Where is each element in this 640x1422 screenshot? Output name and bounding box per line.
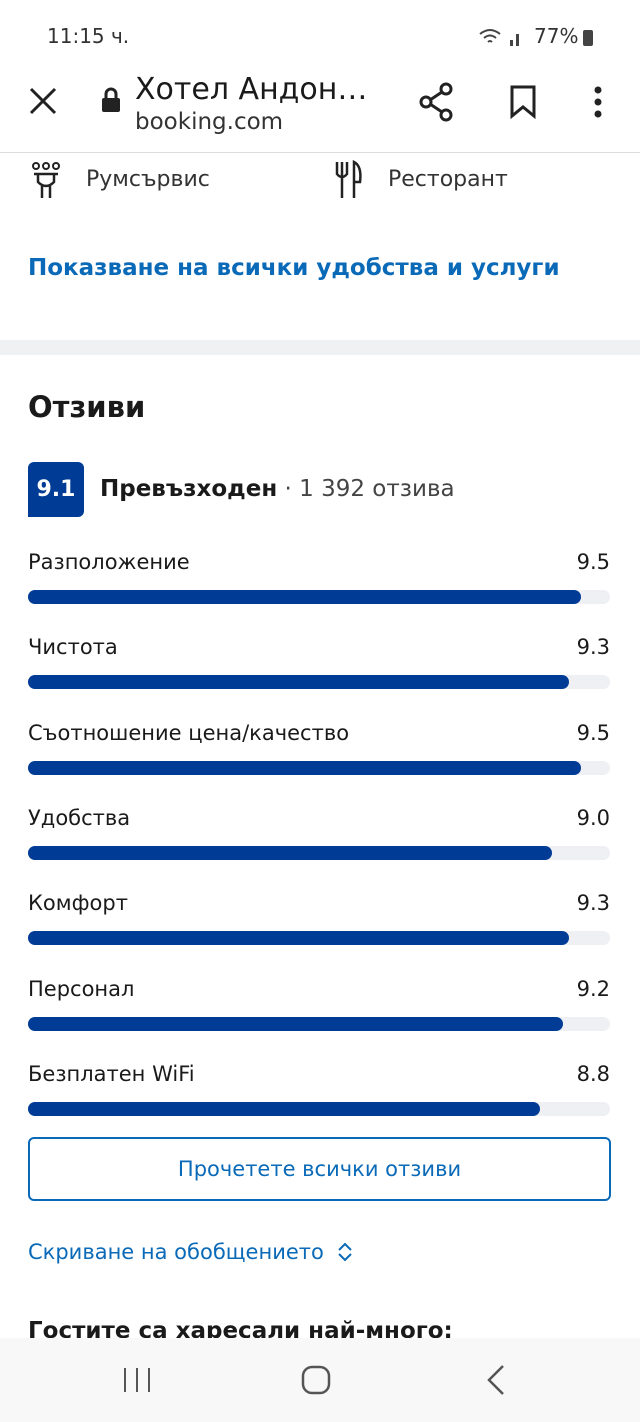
lock-icon (102, 87, 120, 112)
category-name: Удобства (28, 805, 131, 830)
home-button[interactable] (300, 1364, 332, 1396)
review-count: 1 392 отзива (299, 476, 455, 502)
score-bar (28, 675, 570, 690)
amenity: Румсървис (86, 167, 210, 192)
category-score: 9.5 (576, 720, 610, 745)
nav-bar (0, 1338, 640, 1422)
category-score: 9.3 (576, 635, 610, 660)
battery-icon (583, 30, 593, 46)
category-name: Съотношение цена/качество (28, 720, 350, 745)
room-service-icon (32, 162, 60, 198)
hide-summary-link[interactable]: Скриване на обобщението (28, 1240, 364, 1264)
category-name: Персонал (28, 976, 135, 1001)
category-name: Разположение (28, 550, 190, 574)
score-bar (28, 590, 581, 604)
battery: 77% (534, 24, 579, 48)
category-name: Чистота (28, 635, 118, 660)
menu-button[interactable] (590, 86, 606, 118)
amenity: Ресторант (388, 167, 508, 192)
back-button[interactable] (484, 1364, 508, 1396)
toggle-icon (338, 1242, 352, 1262)
signal-icons (479, 29, 519, 46)
category-name: Комфорт (28, 891, 128, 916)
score-track (28, 1016, 610, 1031)
close-button[interactable] (28, 86, 58, 116)
restaurant-icon (335, 160, 362, 198)
recent-apps-button[interactable] (122, 1366, 152, 1394)
share-button[interactable] (418, 82, 456, 122)
show-all-amenities-link[interactable]: Показване на всички удобства и услуги (28, 255, 560, 281)
score-track (28, 1101, 610, 1116)
score-bar (28, 1016, 564, 1031)
reviews-heading: Отзиви (28, 390, 146, 424)
category-score: 9.2 (576, 976, 610, 1001)
category-score: 9.5 (576, 550, 610, 574)
score-track (28, 760, 610, 775)
section-separator (0, 340, 640, 355)
category-score: 9.3 (576, 891, 610, 916)
divider (0, 152, 640, 153)
score-track (28, 675, 610, 690)
score-track (28, 845, 610, 860)
score-track (28, 931, 610, 946)
rating-label: Превъзходен (100, 476, 278, 502)
hide-summary-text: Скриване на обобщението (28, 1240, 324, 1264)
score-bar (28, 1101, 541, 1116)
score-track (28, 590, 610, 604)
page-url: booking.com (135, 109, 284, 135)
category-score: 9.0 (576, 805, 610, 830)
rating-summary: Превъзходен · 1 392 отзива (100, 476, 455, 502)
score-badge: 9.1 (28, 462, 84, 517)
score-bar (28, 845, 552, 860)
page-title: Хотел Андон… (135, 72, 368, 107)
category-name: Безплатен WiFi (28, 1061, 195, 1086)
read-all-reviews-button[interactable]: Прочетете всички отзиви (28, 1137, 611, 1201)
score-bar (28, 931, 570, 946)
category-score: 8.8 (576, 1061, 610, 1086)
score-bar (28, 760, 581, 775)
bookmark-button[interactable] (508, 85, 538, 119)
status-time: 11:15 ч. (47, 24, 130, 48)
